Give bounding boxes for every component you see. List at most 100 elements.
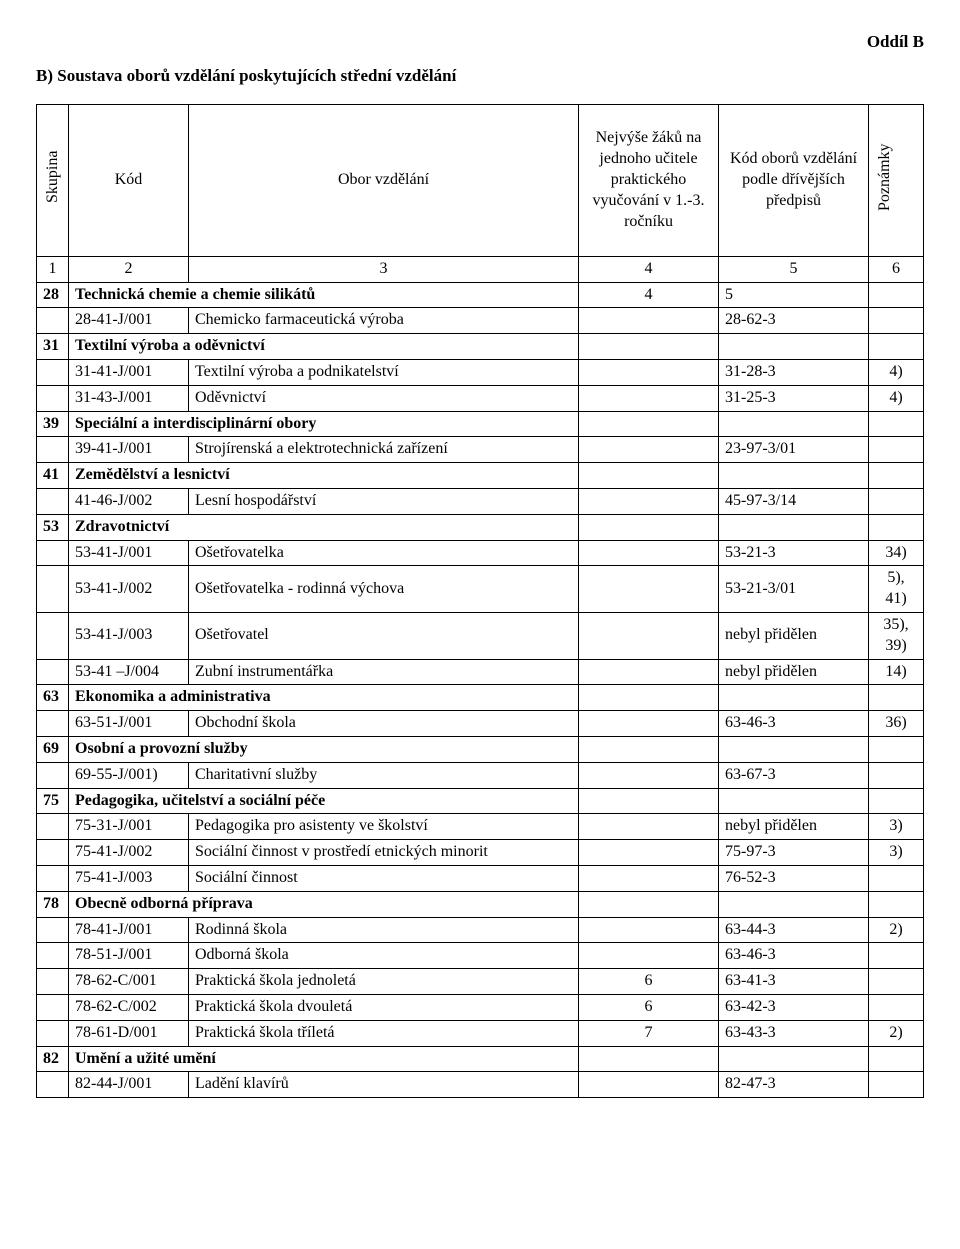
table-row: 78-41-J/001Rodinná škola63-44-32) xyxy=(37,917,924,943)
row-obor: Obchodní škola xyxy=(189,711,579,737)
row-c4 xyxy=(579,1072,719,1098)
row-obor: Chemicko farmaceutická výroba xyxy=(189,308,579,334)
row-skupina-cell xyxy=(37,540,69,566)
row-c6 xyxy=(869,943,924,969)
row-obor: Strojírenská a elektrotechnická zařízení xyxy=(189,437,579,463)
table-row: 41Zemědělství a lesnictví xyxy=(37,463,924,489)
row-kod: 39-41-J/001 xyxy=(69,437,189,463)
group-cell: 4 xyxy=(579,282,719,308)
group-cell xyxy=(579,411,719,437)
group-cell: 5 xyxy=(719,282,869,308)
row-c4: 6 xyxy=(579,994,719,1020)
table-row: 53Zdravotnictví xyxy=(37,514,924,540)
group-num: 39 xyxy=(37,411,69,437)
row-kod: 31-43-J/001 xyxy=(69,385,189,411)
row-kod: 53-41-J/003 xyxy=(69,612,189,659)
table-row: 75-41-J/003Sociální činnost76-52-3 xyxy=(37,865,924,891)
table-row: 82-44-J/001Ladění klavírů82-47-3 xyxy=(37,1072,924,1098)
group-cell xyxy=(579,685,719,711)
row-c5: 53-21-3/01 xyxy=(719,566,869,613)
row-skupina-cell xyxy=(37,814,69,840)
row-obor: Oděvnictví xyxy=(189,385,579,411)
row-c6 xyxy=(869,1072,924,1098)
row-c4: 7 xyxy=(579,1020,719,1046)
table-row: 53-41 –J/004Zubní instrumentářkanebyl př… xyxy=(37,659,924,685)
row-c5: 76-52-3 xyxy=(719,865,869,891)
table-row: 78Obecně odborná příprava xyxy=(37,891,924,917)
row-c4 xyxy=(579,917,719,943)
group-cell xyxy=(579,788,719,814)
table-numrow: 1 2 3 4 5 6 xyxy=(37,256,924,282)
numcell: 5 xyxy=(719,256,869,282)
group-cell xyxy=(719,463,869,489)
row-skupina-cell xyxy=(37,840,69,866)
curriculum-table: Skupina Kód Obor vzdělání Nejvýše žáků n… xyxy=(36,104,924,1098)
group-cell xyxy=(869,891,924,917)
row-c5: nebyl přidělen xyxy=(719,659,869,685)
row-c5: 23-97-3/01 xyxy=(719,437,869,463)
row-obor: Sociální činnost v prostředí etnických m… xyxy=(189,840,579,866)
numcell: 2 xyxy=(69,256,189,282)
row-c6: 3) xyxy=(869,814,924,840)
row-c5: 63-43-3 xyxy=(719,1020,869,1046)
group-num: 53 xyxy=(37,514,69,540)
row-kod: 31-41-J/001 xyxy=(69,359,189,385)
row-obor: Ošetřovatelka xyxy=(189,540,579,566)
row-skupina-cell xyxy=(37,969,69,995)
row-obor: Pedagogika pro asistenty ve školství xyxy=(189,814,579,840)
row-c6 xyxy=(869,488,924,514)
group-cell xyxy=(869,514,924,540)
table-row: 31-43-J/001Oděvnictví31-25-34) xyxy=(37,385,924,411)
row-c4 xyxy=(579,943,719,969)
table-row: 75-41-J/002Sociální činnost v prostředí … xyxy=(37,840,924,866)
table-row: 78-51-J/001Odborná škola 63-46-3 xyxy=(37,943,924,969)
group-name: Umění a užité umění xyxy=(69,1046,579,1072)
row-c4 xyxy=(579,308,719,334)
group-cell xyxy=(869,411,924,437)
row-obor: Ošetřovatelka - rodinná výchova xyxy=(189,566,579,613)
row-skupina-cell xyxy=(37,488,69,514)
row-kod: 75-41-J/002 xyxy=(69,840,189,866)
row-obor: Textilní výroba a podnikatelství xyxy=(189,359,579,385)
page-heading: B) Soustava oborů vzdělání poskytujících… xyxy=(36,66,924,86)
row-skupina-cell xyxy=(37,994,69,1020)
group-cell xyxy=(869,685,924,711)
row-skupina-cell xyxy=(37,1072,69,1098)
row-c6 xyxy=(869,994,924,1020)
row-skupina-cell xyxy=(37,711,69,737)
row-kod: 63-51-J/001 xyxy=(69,711,189,737)
row-kod: 78-41-J/001 xyxy=(69,917,189,943)
row-c5: 45-97-3/14 xyxy=(719,488,869,514)
row-obor: Ladění klavírů xyxy=(189,1072,579,1098)
row-c4 xyxy=(579,359,719,385)
table-row: 28Technická chemie a chemie silikátů45 xyxy=(37,282,924,308)
row-c6: 3) xyxy=(869,840,924,866)
table-row: 39-41-J/001Strojírenská a elektrotechnic… xyxy=(37,437,924,463)
group-cell xyxy=(719,685,869,711)
group-cell xyxy=(869,282,924,308)
group-name: Osobní a provozní služby xyxy=(69,736,579,762)
table-row: 41-46-J/002Lesní hospodářství45-97-3/14 xyxy=(37,488,924,514)
row-c6 xyxy=(869,969,924,995)
row-obor: Odborná škola xyxy=(189,943,579,969)
group-cell xyxy=(719,788,869,814)
row-c4 xyxy=(579,488,719,514)
group-cell xyxy=(579,736,719,762)
group-cell xyxy=(579,334,719,360)
group-num: 41 xyxy=(37,463,69,489)
table-row: 78-61-D/001Praktická škola tříletá763-43… xyxy=(37,1020,924,1046)
numcell: 6 xyxy=(869,256,924,282)
group-cell xyxy=(869,736,924,762)
row-skupina-cell xyxy=(37,762,69,788)
table-row: 75-31-J/001Pedagogika pro asistenty ve š… xyxy=(37,814,924,840)
row-c5: 63-46-3 xyxy=(719,943,869,969)
group-name: Textilní výroba a oděvnictví xyxy=(69,334,579,360)
row-kod: 41-46-J/002 xyxy=(69,488,189,514)
row-obor: Ošetřovatel xyxy=(189,612,579,659)
table-row: 31-41-J/001Textilní výroba a podnikatels… xyxy=(37,359,924,385)
row-skupina-cell xyxy=(37,659,69,685)
row-c5: 63-42-3 xyxy=(719,994,869,1020)
row-kod: 78-62-C/002 xyxy=(69,994,189,1020)
row-kod: 75-31-J/001 xyxy=(69,814,189,840)
row-kod: 78-51-J/001 xyxy=(69,943,189,969)
